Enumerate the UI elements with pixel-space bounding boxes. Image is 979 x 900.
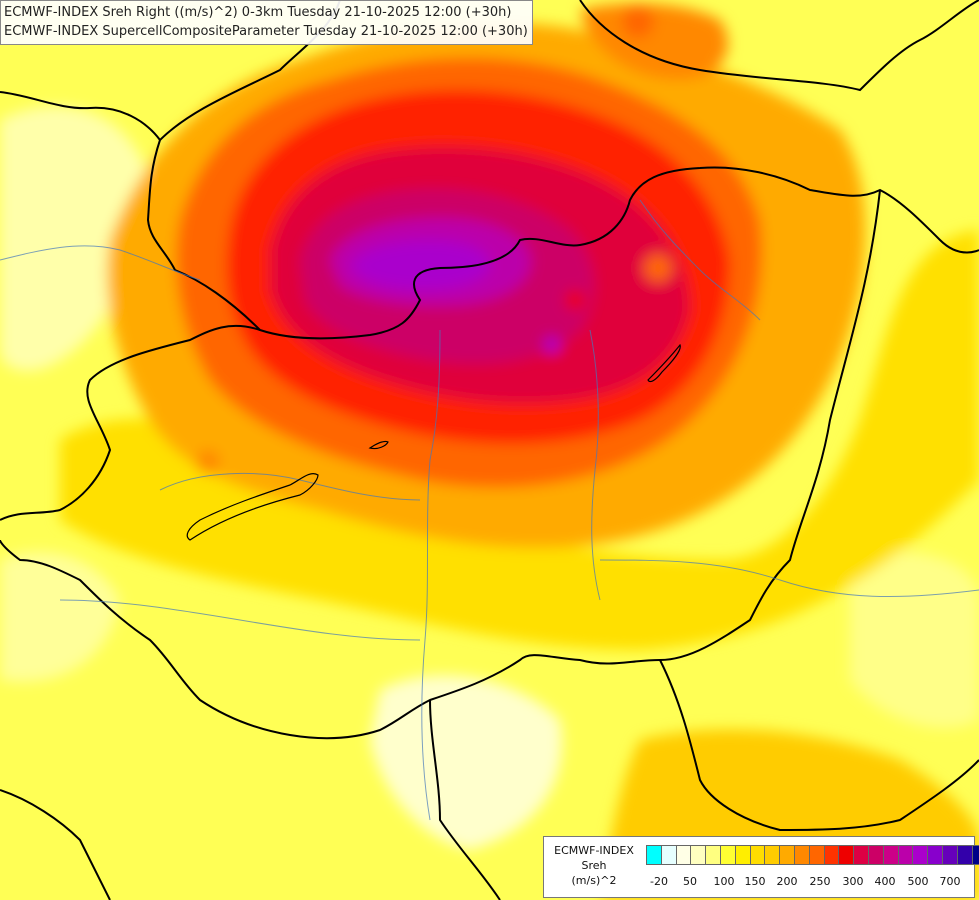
legend-swatch <box>956 845 973 865</box>
legend-swatches <box>646 845 979 865</box>
legend-tick-label: 700 <box>939 875 961 888</box>
legend-ticks: -20 50 100 150 200 250 300 400 500 700 <box>646 875 972 891</box>
legend-swatch <box>823 845 840 865</box>
legend-swatch <box>838 845 855 865</box>
legend-swatch <box>719 845 736 865</box>
legend-header: ECMWF-INDEX Sreh (m/s)^2 <box>544 843 644 888</box>
legend-tick-label: 50 <box>683 875 697 888</box>
legend-tick-label: 250 <box>809 875 831 888</box>
legend-swatch <box>941 845 958 865</box>
title-line-2: ECMWF-INDEX SupercellCompositeParameter … <box>4 24 528 39</box>
legend-swatch <box>764 845 781 865</box>
lakes <box>186 343 681 541</box>
legend-tick-label: 150 <box>744 875 766 888</box>
legend-swatch <box>734 845 751 865</box>
legend-unit: (m/s)^2 <box>571 874 617 887</box>
legend-swatch <box>867 845 884 865</box>
legend-swatch <box>660 845 677 865</box>
legend-swatch <box>690 845 707 865</box>
legend-tick-label: 100 <box>713 875 735 888</box>
legend-swatch <box>675 845 692 865</box>
legend-tick-label: 400 <box>874 875 896 888</box>
legend-variable: Sreh <box>581 859 607 872</box>
legend-tick-label: -20 <box>650 875 668 888</box>
legend-swatch <box>882 845 899 865</box>
title-line-1: ECMWF-INDEX Sreh Right ((m/s)^2) 0-3km T… <box>4 5 512 20</box>
color-legend: ECMWF-INDEX Sreh (m/s)^2 -20 50 100 150 200 2… <box>543 836 979 898</box>
legend-swatch <box>793 845 810 865</box>
legend-swatch <box>912 845 929 865</box>
map-title-box: ECMWF-INDEX Sreh Right ((m/s)^2) 0-3km T… <box>0 0 533 45</box>
legend-swatch <box>808 845 825 865</box>
legend-swatch <box>853 845 869 865</box>
legend-tick-label: 300 <box>842 875 864 888</box>
legend-swatch <box>779 845 795 865</box>
legend-swatch <box>749 845 766 865</box>
legend-swatch <box>971 845 979 865</box>
legend-tick-label: 500 <box>907 875 929 888</box>
legend-swatch <box>705 845 721 865</box>
river-lines <box>0 199 979 821</box>
legend-swatch <box>897 845 914 865</box>
legend-swatch <box>646 845 662 865</box>
legend-model: ECMWF-INDEX <box>554 844 634 857</box>
legend-tick-label: 200 <box>776 875 798 888</box>
legend-swatch <box>927 845 943 865</box>
